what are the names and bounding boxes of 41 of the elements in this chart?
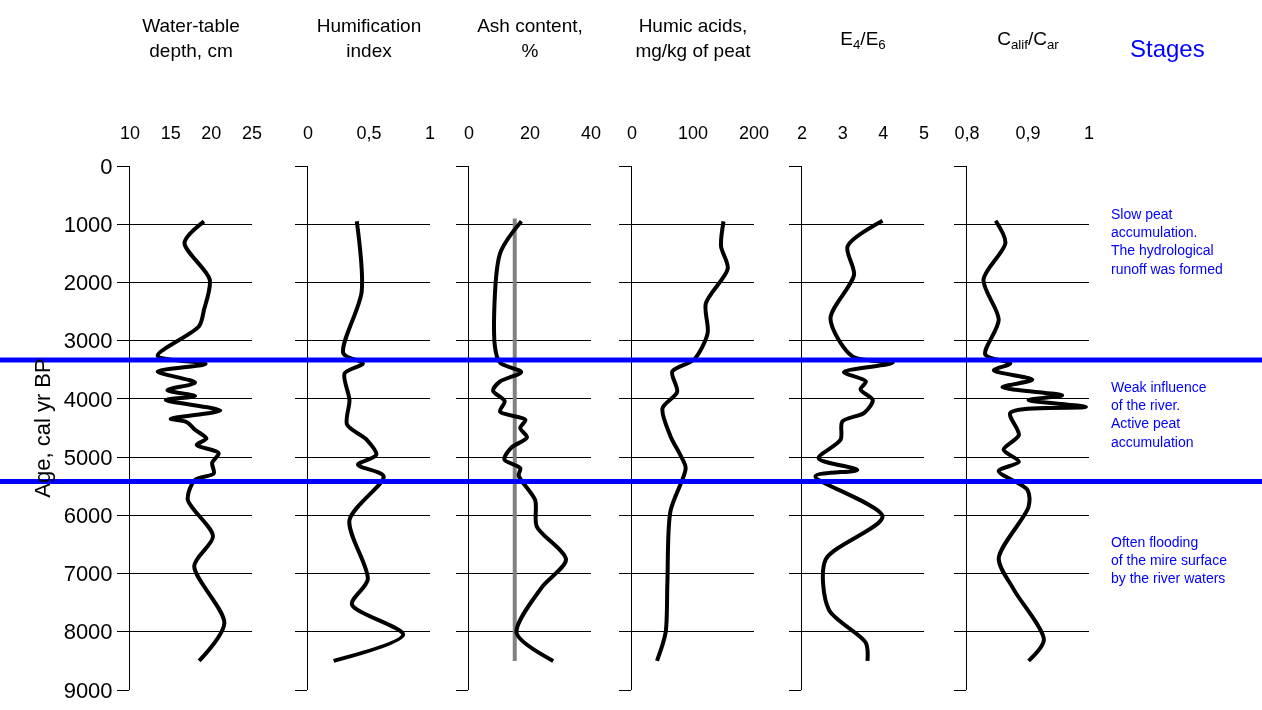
y-tick-label: 8000 (63, 619, 113, 645)
y-tick-label: 0 (100, 153, 113, 179)
y-tick-label: 9000 (63, 677, 113, 703)
x-tick-label: 20 (201, 123, 222, 144)
x-tick-label: 0 (302, 123, 314, 144)
chart-title: Humic acids, mg/kg of peat (635, 14, 752, 61)
x-tick-label: 0 (626, 123, 638, 144)
x-tick-label: 1 (1083, 123, 1095, 144)
x-tick-label: 2 (796, 123, 808, 144)
chart-title: C$_{alif}$/C$_{ar}$ (997, 28, 1060, 53)
x-tick-label: 25 (241, 123, 263, 144)
x-tick-label: 4 (878, 123, 889, 144)
y-tick-label: 2000 (63, 270, 113, 296)
y-tick-label: 6000 (63, 503, 113, 529)
chart-title: E$_{4}$/E$_{6}$ (840, 28, 886, 53)
y-tick-label: 1000 (63, 211, 113, 237)
y-tick-label: 7000 (63, 561, 113, 587)
x-tick-label: 5 (918, 123, 930, 144)
x-tick-label: 0,8 (954, 123, 980, 144)
chart-title: Ash content, % (477, 14, 583, 61)
x-tick-label: 15 (160, 123, 181, 144)
y-axis-title: Age, cal yr BP (30, 358, 56, 498)
text: Weak influence of the river. Active peat accumulation (1111, 379, 1207, 450)
x-tick-label: 40 (580, 123, 602, 144)
x-tick-label: 0 (463, 123, 475, 144)
y-tick-label: 4000 (63, 386, 113, 412)
x-tick-label: 10 (119, 123, 141, 144)
chart-title: Humification index (316, 14, 422, 61)
x-tick-label: 3 (837, 123, 848, 144)
x-tick-label: 20 (519, 123, 541, 144)
x-tick-label: 100 (677, 123, 709, 144)
x-tick-label: 0,9 (1015, 123, 1041, 144)
text: Slow peat accumulation. The hydrological runoff was formed (1111, 206, 1223, 277)
text: Stages (1130, 35, 1205, 62)
x-tick-label: 200 (738, 123, 770, 144)
text: Often flooding of the mire surface by the river waters (1111, 534, 1228, 587)
x-tick-label: 1 (424, 123, 436, 144)
y-tick-label: 3000 (63, 328, 113, 354)
chart-title: Water-table depth, cm (142, 14, 240, 61)
x-tick-label: 0,5 (356, 123, 382, 144)
y-tick-label: 5000 (63, 444, 113, 470)
